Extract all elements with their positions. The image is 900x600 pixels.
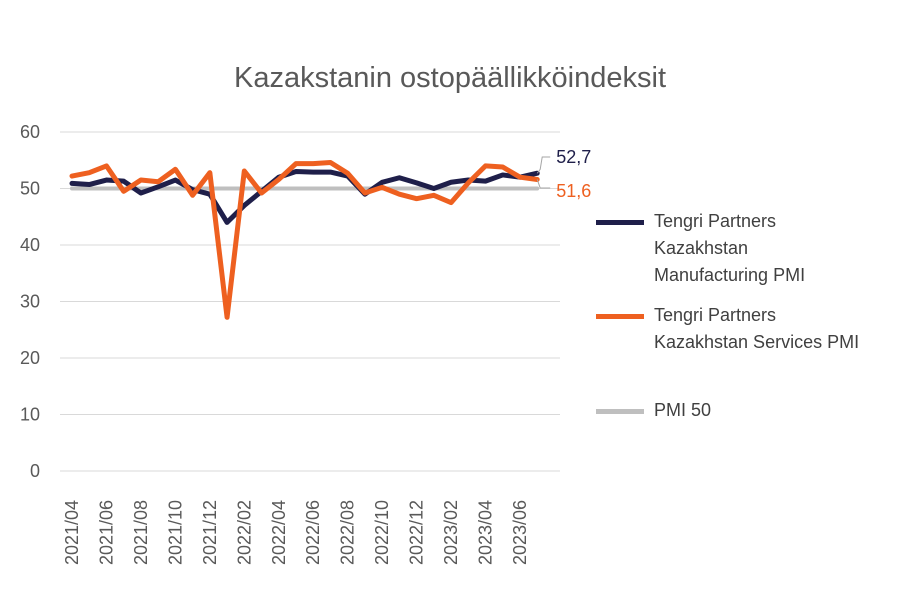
- x-tick-label: 2022/08: [338, 500, 358, 565]
- series-line-services: [69, 160, 540, 320]
- y-tick-label: 30: [20, 292, 40, 312]
- x-tick-label: 2021/10: [165, 500, 185, 565]
- leader-line: [536, 156, 551, 174]
- legend-label-line: Tengri Partners: [654, 305, 777, 325]
- x-tick-label: 2023/02: [441, 500, 461, 565]
- y-tick-label: 60: [20, 122, 40, 142]
- y-tick-label: 40: [20, 235, 40, 255]
- y-tick-label: 10: [20, 405, 40, 425]
- legend-label-line: Kazakhstan: [654, 238, 749, 258]
- legend-swatch-manufacturing: [596, 220, 644, 225]
- x-tick-label: 2021/12: [200, 500, 220, 565]
- legend-swatch-services: [596, 314, 644, 319]
- x-tick-label: 2022/04: [269, 500, 289, 565]
- chart-title: Kazakstanin ostopäällikköindeksit: [233, 62, 667, 94]
- legend-item-services: Tengri Partners Kazakhstan Services PMI: [596, 302, 894, 356]
- legend-item-manufacturing: Tengri Partners Kazakhstan Manufacturing…: [596, 208, 894, 289]
- x-tick-label: 2023/06: [510, 500, 530, 565]
- leader-line: [536, 179, 551, 189]
- x-tick-label: 2021/04: [62, 500, 82, 565]
- legend-label-line: Manufacturing PMI: [654, 265, 806, 285]
- y-tick-label: 20: [20, 348, 40, 368]
- legend-label-line: Kazakhstan Services PMI: [654, 332, 860, 352]
- legend-swatch-pmi50: [596, 409, 644, 414]
- legend-label-line: PMI 50: [654, 400, 712, 420]
- x-tick-label: 2022/10: [372, 500, 392, 565]
- y-tick-label: 50: [20, 179, 40, 199]
- end-label-manufacturing: 52,7: [556, 147, 591, 167]
- series-line-manufacturing: [69, 169, 540, 225]
- x-tick-label: 2022/12: [407, 500, 427, 565]
- legend-label-line: Tengri Partners: [654, 211, 777, 231]
- x-tick-label: 2021/06: [96, 500, 116, 565]
- x-tick-label: 2023/04: [476, 500, 496, 565]
- end-label-services: 51,6: [556, 181, 591, 201]
- x-tick-label: 2022/02: [234, 500, 254, 565]
- x-tick-label: 2022/06: [303, 500, 323, 565]
- x-tick-label: 2021/08: [131, 500, 151, 565]
- y-tick-label: 0: [30, 461, 40, 481]
- legend-item-pmi50: PMI 50: [596, 397, 894, 424]
